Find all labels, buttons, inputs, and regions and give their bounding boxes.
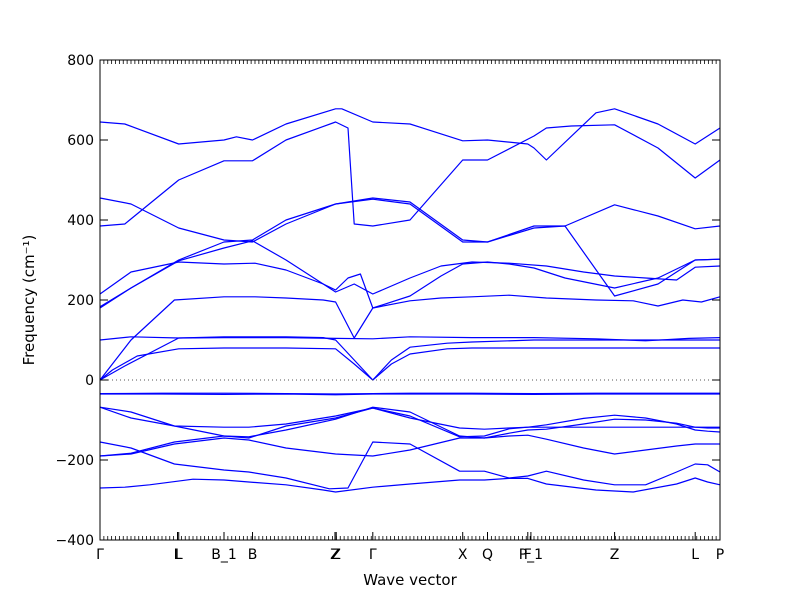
series-line-8 bbox=[99, 392, 720, 395]
series-line-13 bbox=[99, 240, 721, 309]
series-line-4 bbox=[99, 406, 720, 457]
y-axis: −400 −200 0 200 400 600 800 bbox=[56, 53, 720, 549]
series-line-18 bbox=[99, 108, 721, 161]
x-tick-label: P_1 bbox=[519, 547, 543, 563]
series-line-1 bbox=[99, 477, 721, 493]
x-tick-label: B bbox=[248, 547, 258, 563]
x-tick-label: L bbox=[175, 547, 183, 563]
x-tick-label: L bbox=[174, 547, 182, 563]
series-line-10 bbox=[99, 336, 720, 381]
x-tick-label: Z bbox=[330, 547, 340, 563]
series-line-6 bbox=[99, 406, 720, 430]
x-tick-label: X bbox=[458, 547, 468, 563]
series-line-9 bbox=[99, 347, 720, 381]
y-tick-label: 600 bbox=[67, 133, 94, 149]
x-tick-label: B_1 bbox=[211, 547, 237, 563]
x-tick-label: L bbox=[691, 547, 699, 563]
y-axis-label: Frequency (cm⁻¹) bbox=[20, 235, 38, 366]
x-tick-label: Γ bbox=[96, 547, 104, 563]
series-line-7 bbox=[100, 393, 720, 396]
series-line-16 bbox=[99, 197, 721, 308]
x-tick-label: Q bbox=[482, 547, 493, 563]
x-axis: Γ LL B_1 B ZZ Γ X Q FP_1 Z L P bbox=[96, 60, 724, 563]
y-tick-label: −400 bbox=[56, 533, 94, 549]
series-line-5 bbox=[99, 406, 721, 439]
series-line-15 bbox=[99, 197, 721, 243]
y-tick-label: 0 bbox=[85, 373, 94, 389]
y-tick-label: 200 bbox=[67, 293, 94, 309]
x-tick-label: Z bbox=[331, 547, 341, 563]
series-line-12 bbox=[99, 294, 721, 381]
x-axis-label: Wave vector bbox=[363, 571, 457, 589]
series-line-3 bbox=[99, 434, 720, 457]
series-layer bbox=[99, 108, 721, 493]
y-tick-label: −200 bbox=[56, 453, 94, 469]
x-tick-label: P bbox=[716, 547, 724, 563]
series-line-14 bbox=[99, 261, 721, 295]
x-tick-label: Z bbox=[610, 547, 620, 563]
y-tick-label: 800 bbox=[67, 53, 94, 69]
series-line-11 bbox=[99, 336, 721, 342]
series-line-2 bbox=[99, 441, 721, 490]
y-tick-label: 400 bbox=[67, 213, 94, 229]
x-tick-label: F bbox=[524, 547, 532, 563]
x-tick-label: Γ bbox=[369, 547, 377, 563]
series-line-17 bbox=[99, 121, 721, 227]
